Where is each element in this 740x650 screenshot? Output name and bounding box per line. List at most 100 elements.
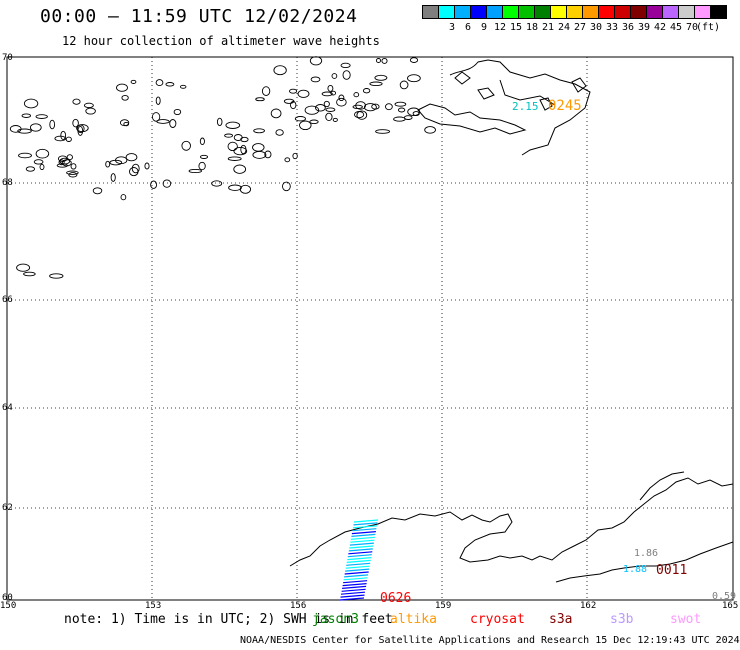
- scale-label: 15: [509, 22, 523, 33]
- ice-contour: [261, 86, 271, 96]
- ice-contour: [356, 110, 368, 120]
- grid-lines: [7, 57, 733, 600]
- ice-contour: [35, 148, 50, 159]
- track-segment: [345, 565, 370, 569]
- ice-contour: [240, 144, 247, 155]
- ice-contour: [397, 107, 406, 113]
- ice-contour: [224, 133, 234, 138]
- ice-contour: [273, 65, 287, 76]
- page-subtitle: 12 hour collection of altimeter wave hei…: [62, 34, 380, 48]
- ice-contour: [284, 157, 291, 163]
- track-segment: [344, 574, 369, 578]
- ice-contour: [39, 163, 45, 171]
- track-segment: [352, 528, 377, 532]
- page-title: 00:00 – 11:59 UTC 12/02/2024: [40, 6, 358, 27]
- ice-contour: [16, 263, 31, 272]
- ice-contour: [321, 91, 333, 97]
- track-segment: [350, 536, 375, 540]
- ice-contour: [353, 92, 360, 98]
- ice-contour: [54, 135, 67, 142]
- scale-label: 42: [653, 22, 667, 33]
- lat-label-66: 66: [2, 295, 13, 305]
- ice-contour: [309, 56, 323, 66]
- ice-contour: [355, 101, 366, 110]
- track-segment: [347, 554, 372, 558]
- ice-contour: [393, 116, 406, 122]
- ice-contour: [424, 126, 436, 134]
- scale-label: 6: [464, 22, 472, 33]
- ice-contour: [151, 112, 161, 122]
- legend-jason3: jason3: [312, 612, 359, 627]
- ice-contour: [25, 166, 36, 172]
- ice-contour: [21, 113, 32, 118]
- track-segment: [341, 588, 366, 592]
- ice-contour: [292, 152, 298, 160]
- ice-contour: [327, 84, 334, 92]
- color-scale-labels: 3 6 9 12 15 18 21 24 27 30 33 36 39 42 45 70 (ft): [422, 0, 740, 40]
- ice-contour: [216, 117, 223, 127]
- ice-contour: [304, 105, 320, 115]
- color-scale: [422, 5, 727, 19]
- ice-contour: [173, 108, 182, 116]
- ice-contour: [227, 141, 238, 152]
- ice-contour: [332, 117, 338, 122]
- ice-contour: [165, 82, 175, 87]
- scale-label: 36: [621, 22, 635, 33]
- track-segment: [340, 591, 366, 595]
- ice-contour: [407, 107, 421, 117]
- ice-contour: [131, 163, 140, 174]
- ice-contour: [282, 181, 291, 192]
- ice-contour: [29, 123, 42, 132]
- ice-contour: [233, 164, 247, 174]
- track-segment: [343, 577, 368, 581]
- ice-contour: [375, 58, 382, 63]
- ice-contour: [227, 156, 242, 161]
- legend-altika: altika: [390, 612, 437, 627]
- ice-contour: [225, 121, 241, 129]
- lat-label-62: 62: [2, 503, 13, 513]
- track-segment: [347, 557, 372, 561]
- scale-label: (ft): [696, 22, 721, 33]
- ice-contour: [362, 88, 371, 94]
- track-segment: [339, 597, 365, 601]
- ice-contour: [290, 101, 297, 110]
- sea-ice-contours: [9, 56, 436, 279]
- ice-contour: [325, 107, 336, 112]
- track-segment: [348, 548, 373, 552]
- ice-contour: [399, 80, 409, 90]
- ice-contour: [66, 170, 79, 175]
- ice-contour: [315, 104, 326, 112]
- ice-contour: [162, 179, 172, 188]
- ice-contour: [264, 150, 272, 159]
- ice-contour: [105, 160, 111, 168]
- ice-contour: [35, 114, 48, 119]
- track-segment: [342, 585, 367, 589]
- track-segment: [349, 542, 374, 546]
- lat-label-68: 68: [2, 178, 13, 188]
- ice-contour: [66, 154, 73, 161]
- ice-contour: [9, 125, 22, 133]
- ice-contour: [375, 129, 391, 134]
- ice-contour: [70, 163, 77, 170]
- arctic-coastline: [417, 59, 591, 156]
- ice-contour: [407, 74, 421, 83]
- track-segment: [342, 583, 367, 587]
- scale-label: 3: [448, 22, 456, 33]
- ice-contour: [181, 140, 191, 151]
- swh-value-0-59: 0.59: [712, 591, 737, 602]
- ice-contour: [23, 98, 39, 109]
- footer-credit: NOAA/NESDIS Center for Satellite Applica…: [240, 635, 740, 646]
- legend-cryosat: cryosat: [470, 612, 525, 627]
- map-frame: [6, 56, 734, 601]
- legend-s3b: s3b: [610, 612, 634, 627]
- scale-label: 24: [557, 22, 571, 33]
- track-segment: [346, 559, 371, 563]
- ice-contour: [169, 119, 177, 128]
- ice-contour: [125, 153, 138, 162]
- ice-contour: [150, 180, 158, 189]
- track-segment: [349, 545, 374, 549]
- ice-contour: [270, 108, 282, 119]
- ice-contour: [275, 129, 284, 136]
- ice-contour: [116, 83, 128, 92]
